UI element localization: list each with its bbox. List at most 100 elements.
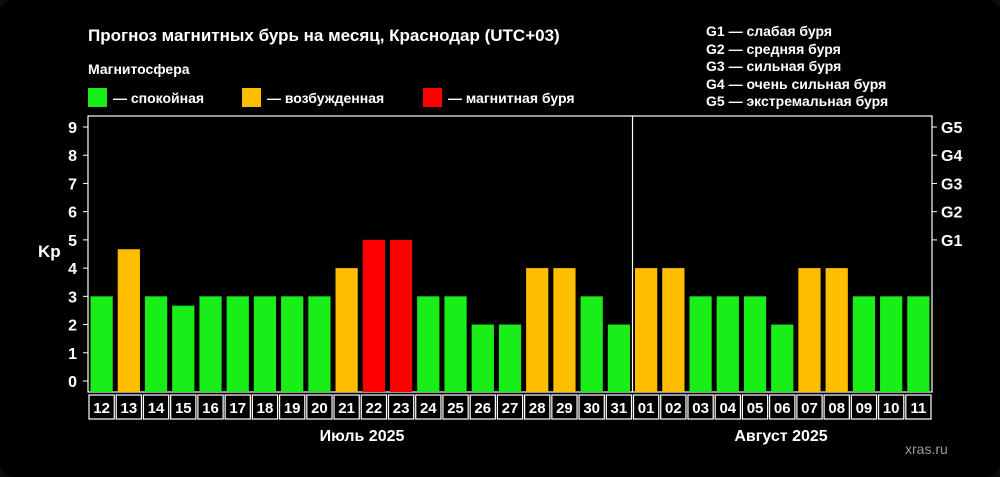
g-tick-label: G3 [941, 176, 962, 193]
bar-day-25 [444, 296, 467, 392]
x-tick-label: 19 [284, 400, 301, 417]
g-level-3: G3 — сильная буря [706, 58, 842, 74]
bar-day-21 [335, 268, 358, 392]
day-box [170, 394, 197, 420]
bar-day-01 [635, 268, 658, 392]
x-tick-label: 09 [856, 400, 873, 417]
month-label-august: Август 2025 [734, 428, 828, 445]
y-tick-label: 0 [68, 374, 77, 391]
day-box [741, 394, 769, 420]
bar-day-22 [362, 239, 385, 392]
g-level-1: G1 — слабая буря [706, 23, 833, 39]
day-box [660, 394, 687, 420]
x-tick-label: 01 [638, 400, 655, 417]
day-box [197, 394, 224, 420]
day-box [905, 394, 932, 420]
day-box [605, 394, 633, 420]
bar-day-26 [471, 324, 494, 392]
g-level-4: G4 — очень сильная буря [706, 75, 887, 92]
day-box [796, 394, 823, 420]
bar-day-09 [852, 296, 876, 392]
x-tick-label: 07 [801, 400, 818, 417]
legend-swatch-excited [242, 88, 261, 107]
bar-day-15 [172, 305, 195, 392]
y-tick-label: 2 [68, 318, 77, 335]
day-box [877, 394, 905, 420]
bar-day-31 [607, 324, 631, 392]
x-tick-label: 06 [774, 400, 791, 417]
x-tick-label: 12 [93, 400, 110, 417]
y-tick-label: 8 [68, 148, 77, 165]
bar-day-20 [308, 296, 331, 392]
day-box [442, 394, 469, 420]
day-box [88, 394, 115, 420]
day-box [469, 394, 496, 420]
bar-day-17 [226, 296, 249, 392]
x-tick-label: 29 [556, 400, 573, 417]
day-box [306, 394, 333, 420]
g-level-2: G2 — средняя буря [706, 40, 841, 57]
x-tick-label: 08 [828, 400, 845, 417]
bar-day-27 [498, 324, 522, 392]
day-box [387, 394, 415, 420]
x-tick-label: 03 [692, 400, 709, 417]
g-tick-label: G2 [941, 205, 962, 222]
g-tick-label: G4 [941, 148, 962, 165]
bar-day-14 [144, 296, 168, 392]
x-tick-label: 30 [583, 400, 600, 417]
day-box [551, 394, 578, 420]
bar-day-12 [90, 296, 113, 392]
day-box [632, 394, 660, 420]
x-tick-label: 13 [120, 400, 137, 417]
g-tick-label: G1 [941, 233, 962, 250]
x-tick-label: 31 [611, 400, 628, 417]
bar-day-03 [689, 296, 712, 392]
legend-swatch-storm [423, 88, 442, 107]
x-tick-label: 04 [719, 400, 736, 417]
legend-item-storm: — магнитная буря [423, 88, 575, 107]
g-tick-label: G5 [941, 120, 962, 137]
bar-day-02 [662, 268, 685, 392]
chart-title: Прогноз магнитных бурь на месяц, Краснод… [88, 26, 560, 45]
legend-label-storm: — магнитная буря [448, 89, 575, 106]
y-axis-label: Kp [38, 242, 61, 261]
legend-label-excited: — возбужденная [267, 89, 385, 106]
g-level-list: G1 — слабая буря G2 — средняя буря G3 — … [706, 23, 936, 111]
x-tick-label: 10 [883, 400, 900, 417]
x-tick-label: 21 [338, 400, 355, 417]
x-tick-label: 16 [202, 400, 219, 417]
y-tick-label: 3 [68, 289, 77, 306]
bar-day-11 [907, 296, 930, 392]
y-tick-label: 9 [68, 120, 77, 137]
bar-day-07 [798, 268, 821, 392]
bar-day-28 [526, 268, 549, 392]
x-tick-label: 05 [747, 400, 764, 417]
x-tick-label: 22 [366, 400, 383, 417]
x-tick-label: 28 [529, 400, 546, 417]
x-tick-label: 24 [420, 400, 437, 417]
bar-day-19 [281, 296, 304, 392]
magnetosphere-label: Магнитосфера [88, 61, 190, 77]
watermark: xras.ru [905, 441, 948, 457]
bar-day-24 [417, 296, 440, 392]
bar-day-30 [580, 296, 603, 392]
x-tick-label: 17 [229, 400, 246, 417]
x-tick-label: 18 [257, 400, 274, 417]
bar-day-05 [743, 296, 767, 392]
bar-day-23 [389, 239, 413, 392]
day-box [850, 394, 878, 420]
day-box [578, 394, 605, 420]
legend-label-calm: — спокойная [113, 89, 205, 106]
day-box [115, 394, 143, 420]
day-box [823, 394, 850, 420]
day-box [142, 394, 170, 420]
bar-day-29 [553, 268, 576, 392]
legend-swatch-calm [88, 88, 107, 107]
x-tick-label: 02 [665, 400, 682, 417]
legend-item-excited: — возбужденная [242, 88, 384, 107]
bar-day-13 [117, 249, 140, 392]
bar-day-06 [771, 324, 794, 392]
day-box [524, 394, 551, 420]
